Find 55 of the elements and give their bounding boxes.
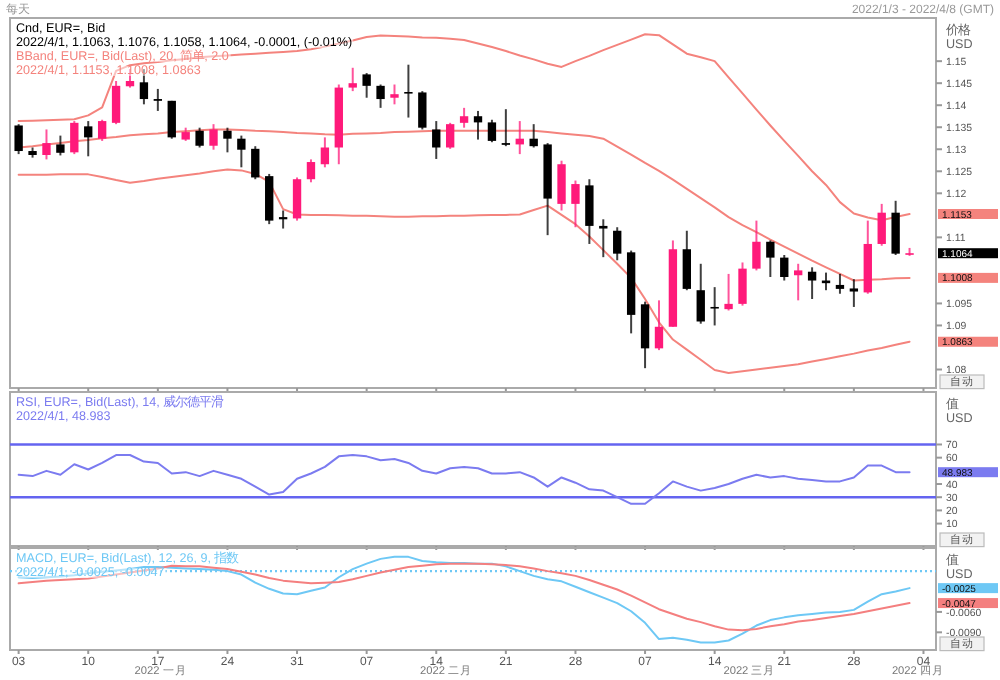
line-series: [17, 454, 911, 505]
candlestick: [42, 128, 51, 161]
candlestick: [390, 83, 399, 106]
candlestick: [849, 278, 859, 308]
candlestick: [766, 239, 775, 278]
candlestick: [445, 121, 455, 150]
candlestick: [223, 126, 232, 154]
candlestick: [752, 219, 761, 272]
candlestick: [348, 66, 357, 93]
candlestick: [292, 176, 302, 222]
line-series: [17, 562, 911, 632]
candlestick: [70, 120, 79, 156]
candlestick: [265, 172, 274, 226]
candlestick: [487, 118, 497, 144]
candlestick: [807, 266, 817, 301]
candlestick: [195, 126, 204, 149]
candlestick: [585, 178, 594, 245]
candlestick: [473, 109, 483, 141]
candlestick: [710, 286, 719, 327]
candlestick: [251, 145, 260, 181]
candlestick: [111, 79, 121, 126]
candlestick: [404, 63, 413, 119]
candlestick: [571, 179, 580, 229]
candlestick: [153, 87, 163, 112]
candlestick: [56, 134, 65, 157]
candlestick: [640, 300, 650, 370]
candlestick: [738, 261, 747, 307]
line-series: [17, 168, 911, 375]
candlestick: [376, 83, 385, 109]
candlestick: [557, 159, 566, 212]
candlestick: [432, 120, 441, 160]
candlestick: [794, 262, 803, 302]
candlestick: [209, 123, 218, 151]
candlestick: [891, 199, 900, 256]
candlestick: [418, 90, 427, 131]
candlestick: [835, 272, 845, 295]
candlestick: [696, 262, 705, 325]
candlestick: [501, 108, 511, 148]
candlestick: [682, 229, 691, 292]
line-series: [17, 128, 911, 282]
candlestick: [599, 218, 608, 259]
candlestick: [362, 72, 371, 99]
candlestick: [84, 120, 93, 158]
candlestick: [306, 158, 316, 184]
candlestick: [459, 106, 469, 129]
candlestick: [654, 299, 664, 352]
candlestick: [14, 123, 23, 156]
candlestick: [877, 202, 886, 247]
candlestick: [613, 226, 622, 262]
candlestick: [167, 99, 176, 140]
candlestick: [320, 136, 330, 169]
candlestick: [780, 253, 789, 282]
candlestick: [237, 134, 246, 169]
candlestick: [97, 118, 107, 142]
candlestick: [724, 272, 733, 312]
